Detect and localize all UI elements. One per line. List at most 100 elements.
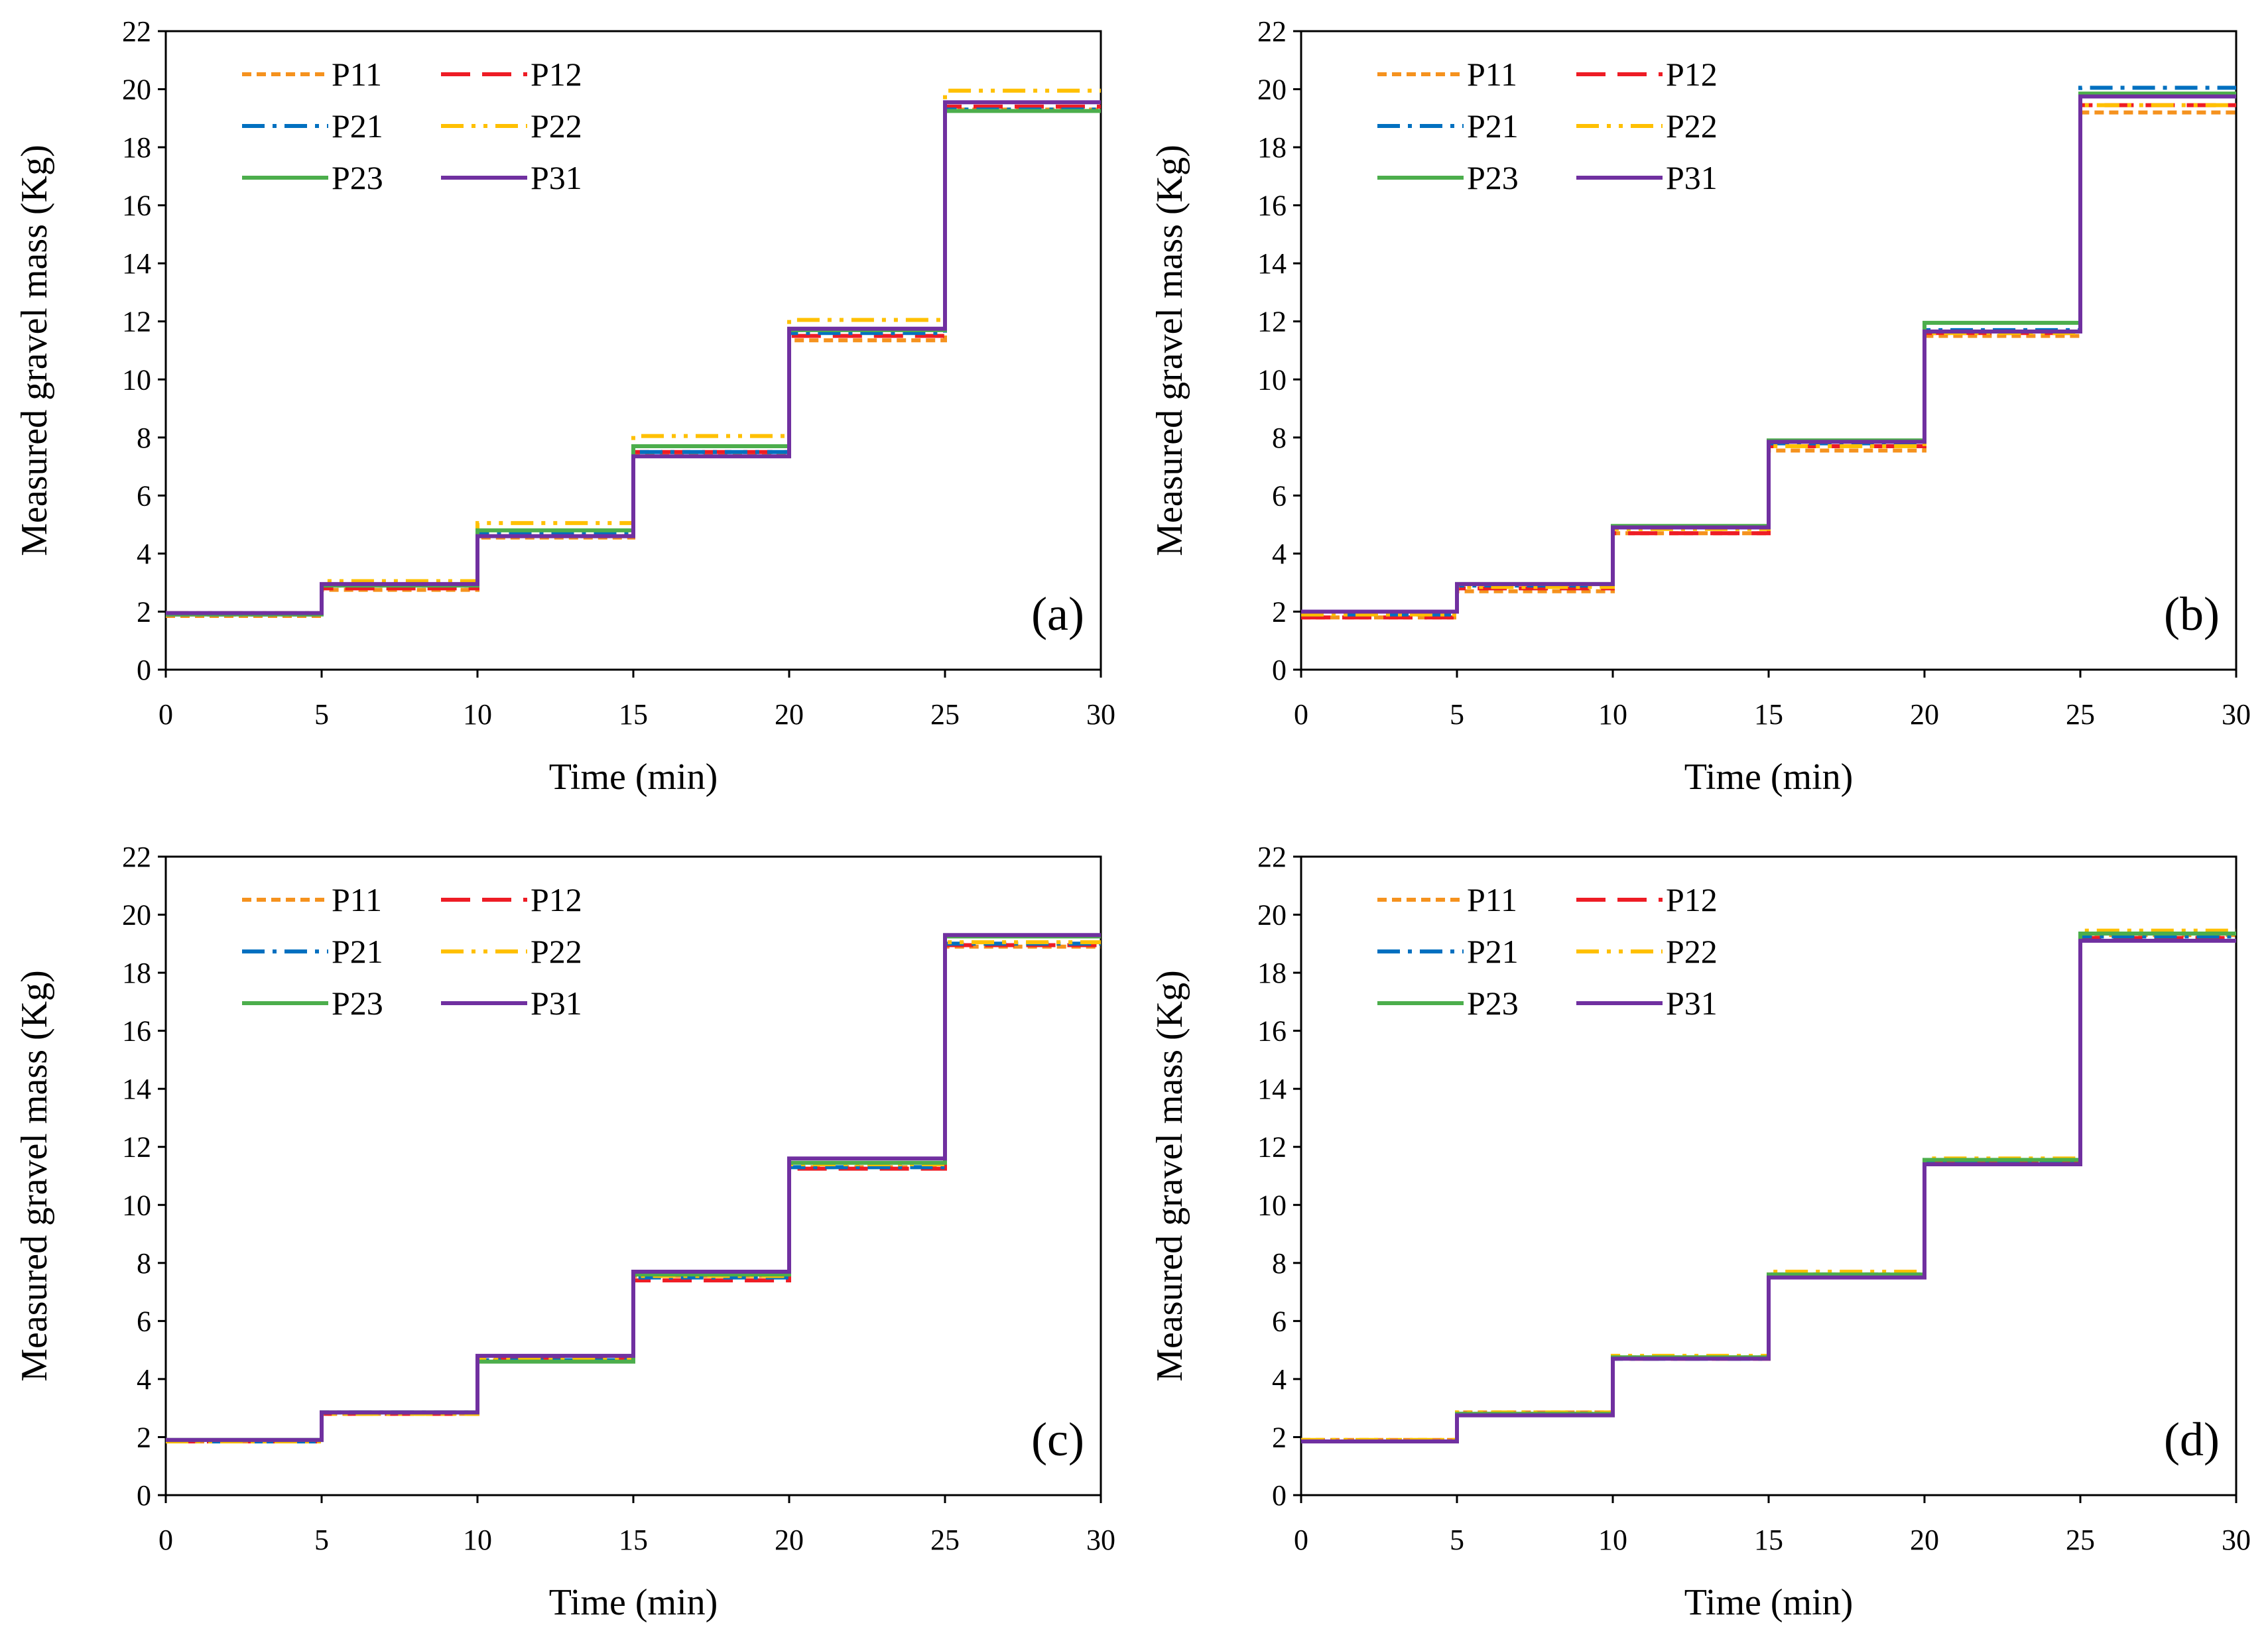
- x-tick-label: 10: [463, 698, 492, 731]
- y-tick-label: 6: [137, 479, 151, 512]
- series-line-p31: [166, 100, 1101, 615]
- x-tick-label: 25: [2066, 1524, 2095, 1556]
- panel-label: (d): [2164, 1413, 2220, 1466]
- y-tick-label: 16: [122, 190, 151, 222]
- y-tick-label: 14: [122, 1073, 151, 1105]
- series-line-p31: [1301, 938, 2236, 1443]
- y-tick-label: 14: [1257, 1073, 1287, 1105]
- y-tick-label: 2: [137, 595, 151, 628]
- series-line-p11: [1301, 110, 2236, 620]
- legend-label-p31: P31: [531, 985, 582, 1022]
- y-tick-label: 0: [1272, 1479, 1287, 1512]
- legend-label-p23: P23: [1467, 985, 1519, 1022]
- y-tick-label: 10: [122, 363, 151, 396]
- y-tick-label: 14: [1257, 247, 1287, 280]
- legend-label-p12: P12: [531, 881, 582, 918]
- y-tick-label: 18: [122, 957, 151, 989]
- y-tick-label: 2: [1272, 595, 1287, 628]
- legend-label-p21: P21: [1467, 107, 1519, 145]
- y-tick-label: 18: [1257, 131, 1287, 164]
- x-tick-label: 15: [619, 1524, 648, 1556]
- y-tick-label: 22: [1257, 841, 1287, 873]
- y-tick-label: 0: [1272, 654, 1287, 686]
- y-tick-label: 10: [122, 1189, 151, 1221]
- y-axis-label: Measured gravel mass (Kg): [14, 970, 55, 1381]
- legend-label-p31: P31: [1666, 159, 1718, 196]
- y-tick-label: 16: [1257, 1015, 1287, 1048]
- legend-label-p23: P23: [332, 985, 383, 1022]
- legend-label-p11: P11: [332, 881, 382, 918]
- legend-label-p23: P23: [1467, 159, 1519, 196]
- y-tick-label: 20: [122, 899, 151, 932]
- legend-label-p11: P11: [1467, 881, 1517, 918]
- y-axis-label: Measured gravel mass (Kg): [1149, 145, 1190, 556]
- x-tick-label: 5: [314, 698, 329, 731]
- legend-label-p22: P22: [1666, 107, 1718, 145]
- series-line-p22: [1301, 103, 2236, 617]
- legend-label-p22: P22: [531, 107, 582, 145]
- series-line-p31: [166, 933, 1101, 1442]
- y-tick-label: 18: [122, 131, 151, 164]
- series-line-p21: [1301, 86, 2236, 617]
- panel-label: (b): [2164, 587, 2220, 640]
- y-tick-label: 0: [137, 654, 151, 686]
- x-tick-label: 10: [1598, 1524, 1627, 1556]
- legend-label-p22: P22: [1666, 933, 1718, 970]
- series-line-p11: [166, 107, 1101, 618]
- y-tick-label: 8: [1272, 1247, 1287, 1280]
- legend-label-p21: P21: [332, 107, 383, 145]
- y-tick-label: 16: [1257, 190, 1287, 222]
- legend-label-p23: P23: [332, 159, 383, 196]
- series-line-p12: [1301, 936, 2236, 1443]
- x-axis-label: Time (min): [549, 1582, 718, 1623]
- series-line-p23: [1301, 932, 2236, 1443]
- y-tick-label: 8: [137, 422, 151, 454]
- y-tick-label: 12: [122, 306, 151, 338]
- y-tick-label: 14: [122, 247, 151, 280]
- y-tick-label: 4: [137, 1363, 151, 1396]
- legend-label-p12: P12: [531, 56, 582, 93]
- x-tick-label: 25: [930, 698, 960, 731]
- x-tick-label: 20: [775, 1524, 804, 1556]
- x-tick-label: 0: [1294, 1524, 1308, 1556]
- x-tick-label: 10: [1598, 698, 1627, 731]
- y-tick-label: 4: [1272, 1363, 1287, 1396]
- series-line-p21: [1301, 934, 2236, 1443]
- y-tick-label: 4: [137, 538, 151, 570]
- series-line-p12: [1301, 103, 2236, 620]
- y-tick-label: 8: [1272, 422, 1287, 454]
- x-tick-label: 15: [619, 698, 648, 731]
- x-tick-label: 20: [1910, 698, 1939, 731]
- y-tick-label: 10: [1257, 363, 1287, 396]
- y-tick-label: 12: [1257, 306, 1287, 338]
- y-axis-label: Measured gravel mass (Kg): [14, 145, 55, 556]
- series-line-p22: [1301, 928, 2236, 1442]
- y-tick-label: 22: [1257, 15, 1287, 48]
- chart-panel-4: 0 2 4 6 8 10 12 14 16 18 20 22 0 5 10 15 20 25 30 Time (min…: [1149, 841, 2251, 1623]
- x-tick-label: 10: [463, 1524, 492, 1556]
- x-tick-label: 25: [930, 1524, 960, 1556]
- series-line-p12: [166, 943, 1101, 1443]
- x-tick-label: 5: [1450, 1524, 1464, 1556]
- y-tick-label: 6: [1272, 479, 1287, 512]
- y-tick-label: 6: [1272, 1305, 1287, 1337]
- x-tick-label: 0: [158, 698, 173, 731]
- legend-label-p22: P22: [531, 933, 582, 970]
- series-line-p31: [1301, 94, 2236, 614]
- y-tick-label: 18: [1257, 957, 1287, 989]
- legend-label-p31: P31: [1666, 985, 1718, 1022]
- x-tick-label: 30: [2222, 698, 2251, 731]
- y-tick-label: 20: [122, 74, 151, 106]
- x-tick-label: 30: [1086, 698, 1115, 731]
- x-tick-label: 0: [1294, 698, 1308, 731]
- legend-label-p11: P11: [1467, 56, 1517, 93]
- x-tick-label: 20: [1910, 1524, 1939, 1556]
- chart-panel-2: 0 2 4 6 8 10 12 14 16 18 20 22 0 5 10 15 20 25 30 Time (min…: [1149, 15, 2251, 798]
- y-tick-label: 12: [122, 1131, 151, 1164]
- y-tick-label: 12: [1257, 1131, 1287, 1164]
- y-tick-label: 8: [137, 1247, 151, 1280]
- x-tick-label: 30: [1086, 1524, 1115, 1556]
- legend-label-p12: P12: [1666, 881, 1718, 918]
- chart-panel-3: 0 2 4 6 8 10 12 14 16 18 20 22 0 5 10 15 20 25 30 Time (min…: [14, 841, 1115, 1623]
